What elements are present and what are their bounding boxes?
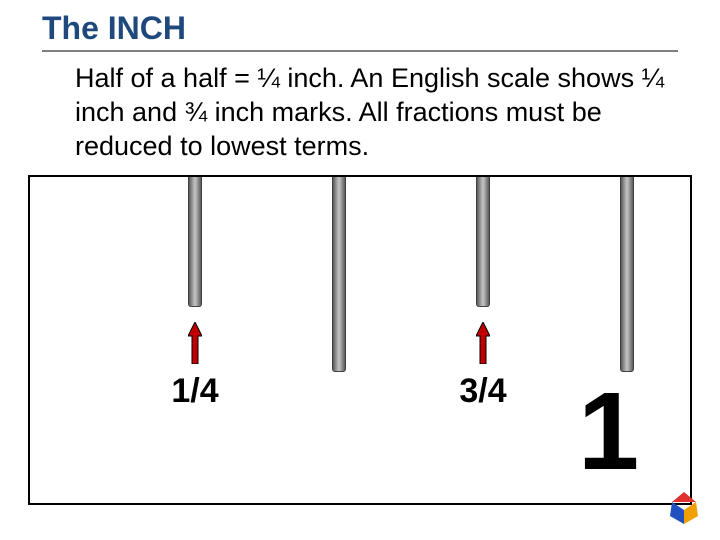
body-paragraph: Half of a half = ¼ inch. An English scal… [75, 62, 675, 163]
tick-quarter [188, 177, 202, 307]
arrow-up-icon [188, 322, 202, 364]
ruler-diagram: 1/4 3/4 1 [28, 175, 692, 505]
tick-one [620, 177, 634, 372]
arrow-up-icon [476, 322, 490, 364]
tick-three-quarter [476, 177, 490, 307]
fraction-label: 1/4 [171, 372, 218, 411]
fraction-label: 3/4 [459, 372, 506, 411]
page-title: The INCH [42, 10, 186, 47]
logo-icon [666, 490, 702, 526]
title-underline [42, 50, 678, 52]
inch-number: 1 [578, 377, 639, 487]
tick-half [332, 177, 346, 372]
